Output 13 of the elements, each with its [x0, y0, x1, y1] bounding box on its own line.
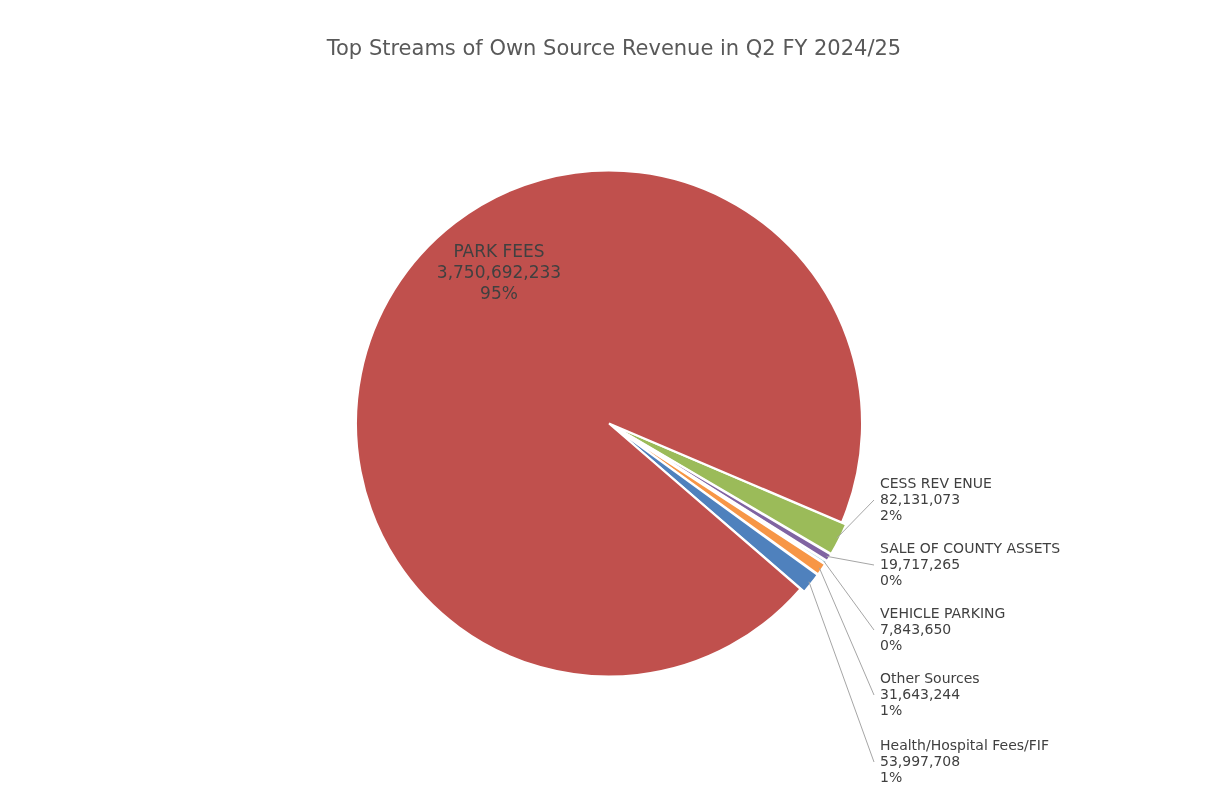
- data-label: 7,843,650 0%: [880, 620, 952, 653]
- slice-label: CESS REV ENUE: [880, 474, 992, 491]
- data-label: 53,997,708 1%: [880, 752, 961, 785]
- slice-label: VEHICLE PARKING: [880, 604, 1006, 621]
- data-label: 3,750,692,233 95%: [436, 261, 562, 303]
- data-label: 31,643,244 1%: [880, 685, 961, 718]
- slice-label: PARK FEES: [453, 240, 545, 261]
- slice-label: Other Sources: [880, 669, 980, 686]
- chart-title: Top Streams of Own Source Revenue in Q2 FY 2024/25: [325, 36, 903, 60]
- slice-label: Health/Hospital Fees/FIF: [880, 736, 1050, 753]
- slice-label: SALE OF COUNTY ASSETS: [880, 539, 1061, 556]
- data-label: 82,131,073 2%: [880, 490, 961, 523]
- data-label: 19,717,265 0%: [880, 555, 961, 588]
